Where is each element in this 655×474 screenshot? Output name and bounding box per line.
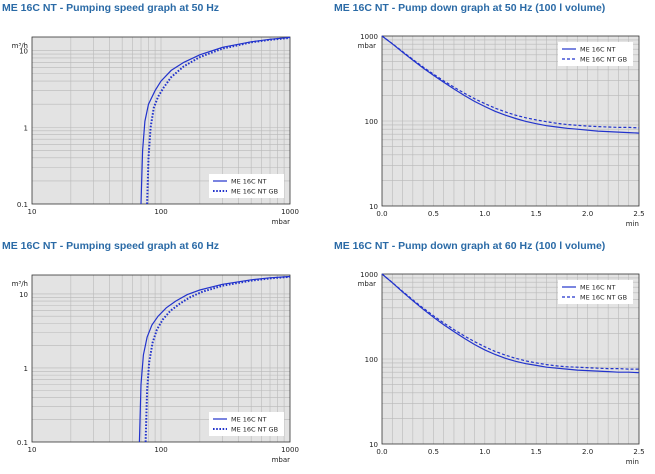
x-axis-label: mbar — [272, 456, 291, 464]
legend-box — [209, 412, 284, 436]
legend-box — [558, 42, 633, 66]
series-line — [381, 35, 640, 134]
chart-svg: 0.0 0.5 1.0 1.5 2.0 2.5 10 100 1000 min mbar ME 16C… — [358, 33, 645, 228]
plot-frame — [381, 35, 640, 207]
series-line — [138, 275, 291, 443]
chart-title: ME 16C NT - Pumping speed graph at 60 Hz — [2, 240, 220, 252]
x-tick-label: 100 — [154, 208, 167, 216]
plot-frame — [381, 273, 640, 445]
legend-label: ME 16C NT — [580, 284, 616, 292]
chart-title: ME 16C NT - Pumping speed graph at 50 Hz — [2, 2, 220, 14]
x-axis-label: min — [626, 220, 639, 228]
series-line — [381, 273, 639, 370]
plot-frame — [31, 274, 291, 443]
x-tick-label: 1.0 — [479, 210, 490, 218]
x-tick-label: 1.5 — [531, 448, 542, 456]
y-tick-label: 0.1 — [17, 201, 28, 209]
y-tick-label: 100 — [365, 356, 378, 364]
plot-frame — [31, 36, 291, 205]
chart-panel-4: ME 16C NT - Pump down graph at 60 Hz (10… — [334, 240, 654, 474]
y-axis-label: mbar — [358, 42, 377, 50]
series-line — [381, 273, 640, 374]
y-axis-label: mbar — [358, 280, 377, 288]
y-axis-label: m³/h — [12, 280, 28, 288]
x-tick-label: 1.0 — [479, 448, 490, 456]
legend-label: ME 16C NT GB — [231, 188, 278, 196]
legend: ME 16C NT ME 16C NT GB — [558, 42, 633, 66]
x-tick-label: 2.5 — [633, 448, 644, 456]
y-tick-label: 10 — [369, 441, 378, 449]
chart-panel-1: ME 16C NT - Pumping speed graph at 50 Hz… — [2, 2, 322, 236]
x-tick-label: 1000 — [281, 208, 299, 216]
x-tick-label: 0.0 — [376, 448, 387, 456]
chart-title: ME 16C NT - Pump down graph at 50 Hz (10… — [334, 2, 606, 14]
chart-svg: 0.0 0.5 1.0 1.5 2.0 2.5 10 100 1000 min mbar ME 16C… — [358, 271, 645, 466]
x-tick-label: 2.5 — [633, 210, 644, 218]
legend: ME 16C NT ME 16C NT GB — [209, 174, 284, 198]
legend-box — [558, 280, 633, 304]
legend: ME 16C NT ME 16C NT GB — [558, 280, 633, 304]
legend-label: ME 16C NT — [580, 46, 616, 54]
x-tick-label: 1000 — [281, 446, 299, 454]
y-tick-label: 10 — [19, 291, 28, 299]
legend: ME 16C NT ME 16C NT GB — [209, 412, 284, 436]
x-axis-label: min — [626, 458, 639, 466]
x-axis-label: mbar — [272, 218, 291, 226]
x-tick-label: 10 — [28, 446, 37, 454]
y-tick-label: 10 — [19, 48, 28, 56]
y-tick-label: 1 — [24, 365, 28, 373]
chart-title: ME 16C NT - Pump down graph at 60 Hz (10… — [334, 240, 606, 252]
chart-panel-3: ME 16C NT - Pumping speed graph at 60 Hz… — [2, 240, 322, 474]
legend-label: ME 16C NT GB — [580, 294, 627, 302]
legend-label: ME 16C NT GB — [231, 426, 278, 434]
chart-panel-2: ME 16C NT - Pump down graph at 50 Hz (10… — [334, 2, 654, 236]
legend-label: ME 16C NT — [231, 178, 267, 186]
y-tick-label: 100 — [365, 118, 378, 126]
y-axis-label: m³/h — [12, 42, 28, 50]
series-line — [144, 275, 291, 443]
x-tick-label: 0.0 — [376, 210, 387, 218]
grid — [382, 36, 639, 206]
series-line — [381, 35, 640, 129]
series-line — [146, 36, 291, 205]
x-tick-label: 2.0 — [582, 210, 593, 218]
x-tick-label: 1.5 — [531, 210, 542, 218]
y-tick-label: 0.1 — [17, 439, 28, 447]
y-tick-label: 1000 — [360, 33, 378, 41]
x-tick-label: 0.5 — [428, 448, 439, 456]
y-tick-label: 10 — [369, 203, 378, 211]
legend-box — [209, 174, 284, 198]
legend-label: ME 16C NT GB — [580, 56, 627, 64]
grid — [32, 37, 290, 204]
y-tick-label: 1000 — [360, 271, 378, 279]
series-line — [140, 36, 291, 205]
x-tick-label: 10 — [28, 208, 37, 216]
x-tick-label: 2.0 — [582, 448, 593, 456]
x-tick-label: 100 — [154, 446, 167, 454]
y-tick-label: 1 — [24, 124, 28, 132]
x-tick-label: 0.5 — [428, 210, 439, 218]
legend-label: ME 16C NT — [231, 416, 267, 424]
